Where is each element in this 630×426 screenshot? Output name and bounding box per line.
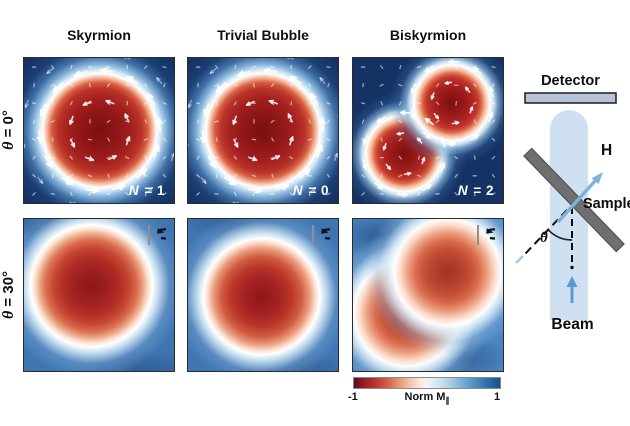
colorbar-title: Norm M∥ — [404, 391, 450, 406]
sample-bar — [523, 147, 625, 253]
column-title-skyrmion: Skyrmion — [67, 27, 131, 43]
sample-normal-end-segment — [515, 255, 524, 264]
field-label: H — [601, 142, 613, 159]
panel-biskyrmion-theta30 — [352, 218, 504, 372]
theta-label: θ — [540, 230, 548, 246]
quiver-arrows-layer — [24, 58, 174, 203]
colorbar-gradient — [353, 377, 501, 389]
quiver-arrows-layer — [360, 59, 496, 198]
detector-label: Detector — [541, 73, 600, 89]
field-arrow-shaft — [556, 179, 597, 224]
beam-arrow-head — [566, 276, 578, 287]
beam-label: Beam — [551, 316, 594, 333]
row-label-theta-30: θ = 30° — [0, 270, 17, 320]
rotation-axis-icon — [148, 225, 166, 245]
sample-label: Sample — [583, 196, 630, 212]
topological-number-label: N = 0 — [292, 183, 329, 198]
sample-normal-dashed-line — [524, 209, 568, 255]
quiver-arrows-layer — [188, 58, 338, 203]
experiment-schematic — [515, 92, 625, 320]
row-label-theta-0: θ = 0° — [0, 110, 17, 150]
theta-arc — [548, 229, 573, 241]
column-title-trivial-bubble: Trivial Bubble — [217, 27, 309, 43]
theta-symbol: θ — [0, 310, 17, 320]
topological-number-label: N = 1 — [128, 183, 165, 198]
field-arrow-head — [591, 172, 603, 184]
panel-trivial-bubble-theta30 — [187, 218, 339, 372]
panel-skyrmion-theta30 — [23, 218, 175, 372]
rotation-axis-icon — [312, 225, 330, 245]
colorbar-max-label: 1 — [494, 391, 501, 403]
detector-bar — [524, 92, 617, 104]
rotation-axis-icon — [477, 225, 495, 245]
topological-number-label: N = 2 — [457, 183, 494, 198]
panel-biskyrmion-theta0: N = 2 — [352, 57, 504, 204]
theta-symbol: θ — [0, 141, 17, 150]
colorbar-min-label: -1 — [348, 391, 358, 403]
panel-skyrmion-theta0: N = 1 — [23, 57, 175, 204]
panel-trivial-bubble-theta0: N = 0 — [187, 57, 339, 204]
beam-axis-dot — [570, 265, 574, 270]
beam-column — [550, 110, 588, 320]
column-title-biskyrmion: Biskyrmion — [389, 27, 467, 43]
